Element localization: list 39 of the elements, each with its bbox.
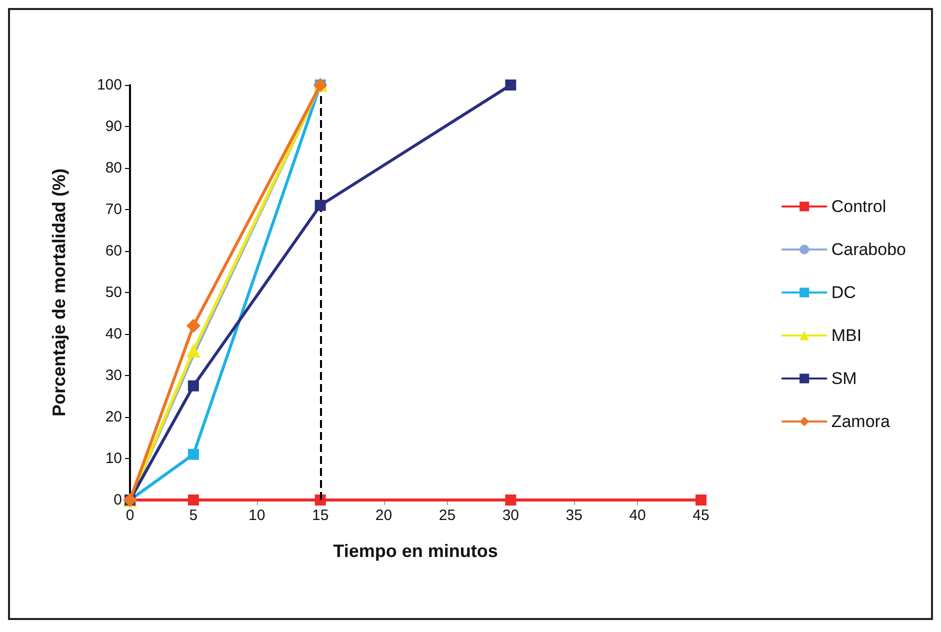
y-tick-label: 30 — [105, 367, 122, 384]
x-tick-label: 40 — [629, 507, 646, 524]
x-axis-title: Tiempo en minutos — [333, 541, 498, 561]
point — [188, 494, 199, 506]
legend-label: Carabobo — [831, 240, 906, 259]
y-tick-label: 90 — [105, 118, 122, 135]
y-tick-label: 50 — [105, 284, 122, 301]
y-axis-title: Porcentaje de mortalidad (%) — [49, 168, 69, 417]
point — [186, 318, 200, 333]
x-tick-label: 5 — [189, 507, 198, 524]
point — [186, 344, 200, 358]
legend-label: Zamora — [831, 412, 890, 431]
y-tick-label: 0 — [114, 492, 122, 508]
point — [314, 200, 326, 211]
legend-label: SM — [831, 369, 857, 388]
legend-label: MBI — [831, 326, 862, 345]
point — [188, 448, 199, 460]
x-tick-label: 30 — [502, 507, 520, 524]
x-tick-label: 25 — [438, 507, 456, 524]
y-tick-label: 40 — [105, 326, 122, 342]
y-tick-label: 10 — [105, 450, 122, 467]
y-tick-label: 80 — [105, 160, 122, 176]
x-tick-label: 20 — [375, 507, 392, 524]
y-tick-label: 20 — [105, 408, 122, 426]
point — [505, 80, 516, 90]
x-tick-label: 15 — [312, 507, 329, 524]
legend-label: DC — [831, 283, 856, 302]
point — [505, 494, 516, 506]
x-tick-label: 0 — [126, 507, 134, 524]
x-tick-label: 35 — [566, 507, 582, 524]
point — [696, 494, 706, 506]
x-tick-label: 45 — [692, 507, 710, 524]
x-tick-label: 10 — [248, 507, 266, 524]
y-tick-label: 60 — [105, 242, 122, 260]
legend-label: Control — [831, 197, 886, 216]
point — [188, 380, 199, 392]
y-tick-label: 100 — [96, 76, 122, 94]
point — [314, 494, 326, 506]
y-tick-label: 70 — [105, 201, 122, 218]
